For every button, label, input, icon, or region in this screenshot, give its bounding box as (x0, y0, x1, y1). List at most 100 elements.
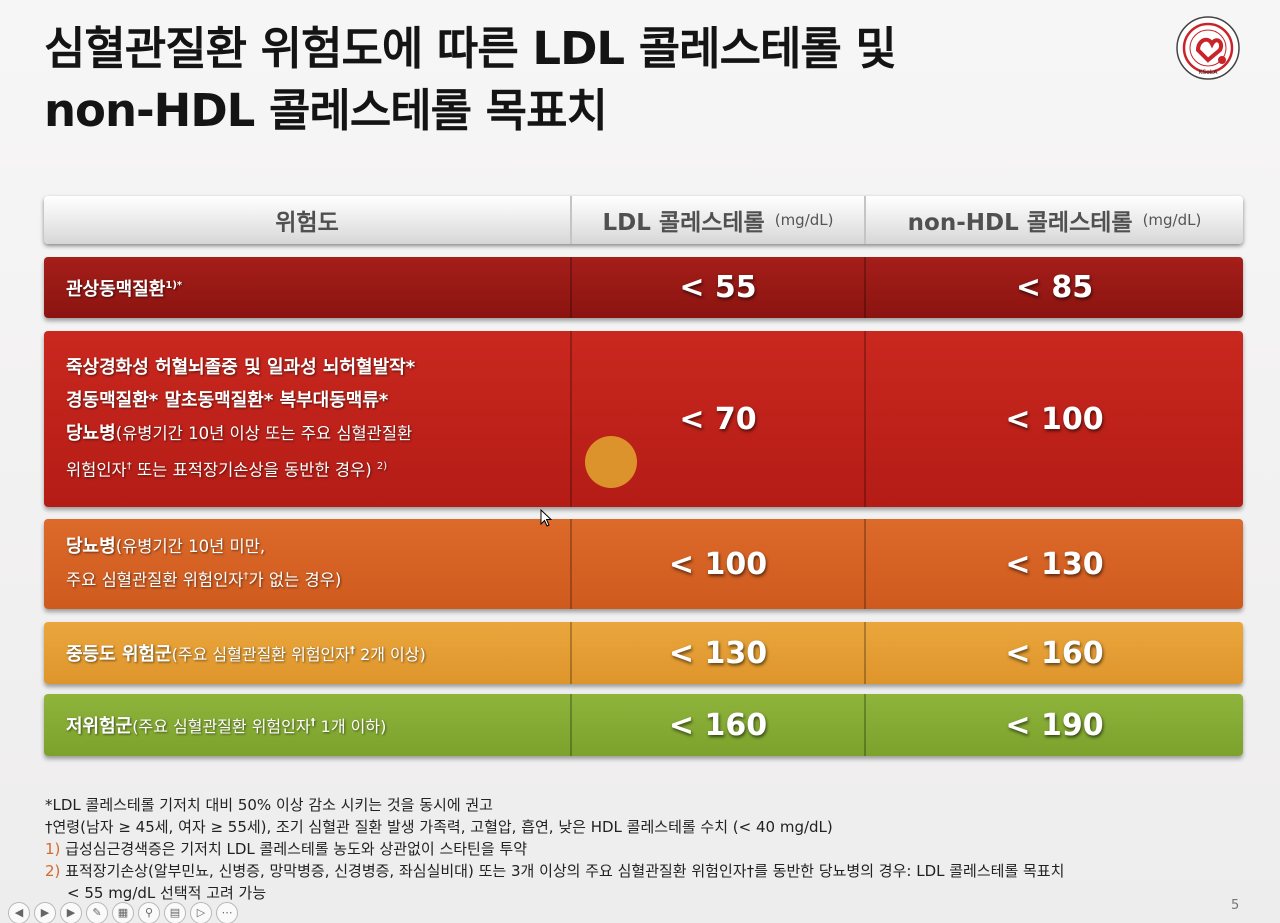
risk-line-2: 경동맥질환* 말초동맥질환* 복부대동맥류* (66, 390, 389, 412)
nonhdl-target: < 130 (1005, 546, 1104, 582)
header-ldl: LDL 콜레스테롤 (mg/dL) (570, 196, 864, 244)
header-risk: 위험도 (44, 196, 570, 244)
footnote-3-continued: < 55 mg/dL 선택적 고려 가능 (67, 884, 267, 902)
footnote-3: 2) 표적장기손상(알부민뇨, 신병증, 망막병증, 신경병증, 좌심실비대) … (45, 860, 1225, 882)
ldl-cell: < 160 (570, 694, 864, 756)
ldl-target: < 55 (679, 270, 757, 305)
table-row-coronary: 관상동맥질환1)* < 55 < 85 (44, 257, 1243, 318)
footnote-marker: 1)* (165, 279, 183, 291)
risk-label: 죽상경화성 허혈뇌졸중 및 일과성 뇌허혈발작* 경동맥질환* 말초동맥질환* … (66, 351, 415, 487)
detail-part: 가 없는 경우) (248, 570, 342, 590)
risk-cell: 당뇨병(유병기간 10년 미만, 주요 심혈관질환 위험인자†가 없는 경우) (44, 519, 570, 609)
footnote-1: *LDL 콜레스테롤 기저치 대비 50% 이상 감소 시키는 것을 동시에 권… (45, 796, 493, 814)
risk-cell: 중등도 위험군(주요 심혈관질환 위험인자† 2개 이상) (44, 622, 570, 684)
risk-cell: 관상동맥질환1)* (44, 257, 570, 318)
detail-part: (주요 심혈관질환 위험인자 (171, 645, 350, 664)
ksola-logo-icon: KSoLA (1176, 16, 1240, 80)
diabetes-detail: (유병기간 10년 이상 또는 주요 심혈관질환 (115, 424, 413, 444)
risk-line-4: 위험인자† 또는 표적장기손상을 동반한 경우) 2) (66, 450, 415, 487)
nonhdl-target: < 190 (1005, 707, 1104, 743)
detail-part: 1개 이하) (315, 717, 387, 736)
dagger-marker: † (243, 571, 249, 583)
table-row-high: 당뇨병(유병기간 10년 미만, 주요 심혈관질환 위험인자†가 없는 경우) … (44, 519, 1243, 609)
nonhdl-target: < 85 (1015, 270, 1094, 305)
next-icon[interactable]: ▶ (60, 901, 82, 923)
footnote-dagger: †연령(남자 ≥ 45세, 여자 ≥ 55세), 조기 심혈관 질환 발생 가족… (45, 818, 833, 836)
table-header-row: 위험도 LDL 콜레스테롤 (mg/dL) non-HDL 콜레스테롤 (mg/… (44, 196, 1243, 244)
dagger-marker: † (349, 645, 355, 656)
detail-part: (주요 심혈관질환 위험인자 (132, 717, 311, 736)
laser-pointer-dot (585, 436, 637, 488)
detail-part: 주요 심혈관질환 위험인자 (66, 570, 244, 590)
slides-icon[interactable]: ▦ (112, 901, 134, 923)
ldl-cell: < 100 (570, 519, 864, 609)
footnote-text: 표적장기손상(알부민뇨, 신병증, 망막병증, 신경병증, 좌심실비대) 또는 … (60, 862, 1065, 880)
detail-part: 2개 이상) (354, 645, 426, 664)
risk-name: 관상동맥질환 (66, 278, 166, 300)
risk-line-1: 죽상경화성 허혈뇌졸중 및 일과성 뇌허혈발작* (66, 357, 416, 379)
dagger-marker: † (126, 461, 132, 473)
detail-part: 위험인자 (66, 460, 127, 480)
diabetes-detail: (유병기간 10년 미만, (115, 537, 266, 557)
footnote-marker: 1) (45, 840, 61, 858)
risk-line-3: 당뇨병(유병기간 10년 이상 또는 주요 심혈관질환 (66, 417, 415, 450)
header-nonhdl-label: non-HDL 콜레스테롤 (907, 210, 1133, 236)
ldl-cell: < 130 (570, 622, 864, 684)
ldl-target: < 100 (668, 546, 768, 582)
risk-label: 저위험군(주요 심혈관질환 위험인자† 1개 이하) (66, 712, 386, 738)
diabetes-label: 당뇨병 (66, 423, 116, 445)
ldl-target: < 130 (668, 635, 768, 671)
ldl-cell: < 70 (570, 331, 864, 507)
nonhdl-cell: < 100 (864, 331, 1243, 507)
play-icon[interactable]: ▶ (34, 901, 56, 923)
mouse-cursor-icon (540, 509, 553, 527)
risk-cell: 저위험군(주요 심혈관질환 위험인자† 1개 이하) (44, 694, 570, 756)
more-icon[interactable]: ⋯ (216, 901, 238, 923)
ldl-cell: < 55 (570, 257, 864, 318)
subtitle-icon[interactable]: ▤ (164, 901, 186, 923)
table-row-very-high: 죽상경화성 허혈뇌졸중 및 일과성 뇌허혈발작* 경동맥질환* 말초동맥질환* … (44, 331, 1243, 507)
footnote-marker: 2) (376, 461, 388, 473)
risk-name: 중등도 위험군 (66, 644, 172, 665)
nonhdl-target: < 100 (1005, 401, 1104, 437)
footnote-marker: 2) (45, 862, 61, 880)
dagger-marker: † (310, 717, 316, 728)
header-ldl-label: LDL 콜레스테롤 (602, 210, 765, 236)
footnote-2: 1) 급성심근경색증은 기저치 LDL 콜레스테롤 농도와 상관없이 스타틴을 … (45, 838, 1225, 860)
footnotes: *LDL 콜레스테롤 기저치 대비 50% 이상 감소 시키는 것을 동시에 권… (45, 794, 1225, 904)
risk-name: 저위험군 (66, 716, 133, 737)
risk-label: 중등도 위험군(주요 심혈관질환 위험인자† 2개 이상) (66, 640, 426, 666)
ldl-target: < 160 (668, 707, 768, 743)
title-line-2: non-HDL 콜레스테롤 목표치 (44, 84, 608, 137)
table-row-low: 저위험군(주요 심혈관질환 위험인자† 1개 이하) < 160 < 190 (44, 694, 1243, 756)
pen-icon[interactable]: ✎ (86, 901, 108, 923)
nonhdl-target: < 160 (1005, 635, 1104, 671)
risk-cell: 죽상경화성 허혈뇌졸중 및 일과성 뇌허혈발작* 경동맥질환* 말초동맥질환* … (44, 331, 570, 507)
logo-text: KSoLA (1199, 69, 1219, 76)
page-title: 심혈관질환 위험도에 따른 LDL 콜레스테롤 및 non-HDL 콜레스테롤 … (44, 18, 897, 142)
camera-icon[interactable]: ▷ (190, 901, 212, 923)
header-nonhdl-unit: (mg/dL) (1142, 211, 1202, 229)
page-number: 5 (1231, 898, 1240, 913)
previous-icon[interactable]: ◀ (8, 901, 30, 923)
zoom-icon[interactable]: ⚲ (138, 901, 160, 923)
title-line-1: 심혈관질환 위험도에 따른 LDL 콜레스테롤 및 (44, 22, 897, 75)
nonhdl-cell: < 190 (864, 694, 1243, 756)
footnote-text: 급성심근경색증은 기저치 LDL 콜레스테롤 농도와 상관없이 스타틴을 투약 (60, 840, 528, 858)
risk-label: 당뇨병(유병기간 10년 미만, 주요 심혈관질환 위험인자†가 없는 경우) (66, 532, 341, 596)
risk-line-1: 당뇨병(유병기간 10년 미만, (66, 532, 341, 562)
nonhdl-cell: < 85 (864, 257, 1243, 318)
detail-part: 또는 표적장기손상을 동반한 경우) (131, 460, 372, 480)
presentation-toolbar: ◀ ▶ ▶ ✎ ▦ ⚲ ▤ ▷ ⋯ (0, 901, 348, 923)
header-risk-label: 위험도 (275, 210, 339, 236)
risk-line-2: 주요 심혈관질환 위험인자†가 없는 경우) (66, 562, 341, 596)
table-row-moderate: 중등도 위험군(주요 심혈관질환 위험인자† 2개 이상) < 130 < 16… (44, 622, 1243, 684)
diabetes-label: 당뇨병 (66, 536, 116, 558)
nonhdl-cell: < 130 (864, 519, 1243, 609)
risk-label: 관상동맥질환1)* (66, 275, 182, 301)
nonhdl-cell: < 160 (864, 622, 1243, 684)
header-ldl-unit: (mg/dL) (774, 211, 834, 229)
header-nonhdl: non-HDL 콜레스테롤 (mg/dL) (864, 196, 1243, 244)
ldl-target: < 70 (679, 401, 757, 437)
